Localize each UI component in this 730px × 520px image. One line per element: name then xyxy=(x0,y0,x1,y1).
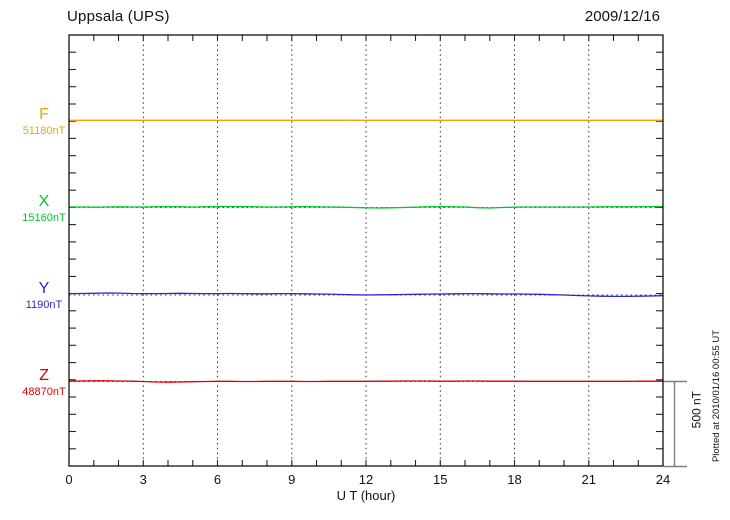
plot-date: 2009/12/16 xyxy=(584,8,660,25)
trace-letter-F: F xyxy=(39,106,49,123)
trace-value-Y: 1190nT xyxy=(25,299,63,311)
trace-value-Z: 48870nT xyxy=(22,386,66,398)
plotted-at-note: Plotted at 2010/01/16 00:55 UT xyxy=(711,330,722,463)
x-tick-label: 15 xyxy=(433,472,448,487)
trace-label-X: X 15160nT xyxy=(5,194,83,225)
x-axis-title: U T (hour) xyxy=(336,488,396,503)
scale-bar-label: 500 nT xyxy=(689,391,703,429)
trace-letter-Z: Z xyxy=(39,367,49,384)
x-tick-label: 9 xyxy=(288,472,296,487)
trace-letter-Y: Y xyxy=(38,280,50,297)
trace-label-F: F 51180nT xyxy=(5,107,83,138)
trace-value-F: 51180nT xyxy=(22,125,66,137)
trace-label-Z: Z 48870nT xyxy=(5,368,83,399)
x-tick-label: 0 xyxy=(65,472,73,487)
trace-letter-X: X xyxy=(38,193,50,210)
x-tick-label: 12 xyxy=(358,472,374,487)
x-tick-label: 6 xyxy=(213,472,222,487)
x-tick-label: 24 xyxy=(655,472,671,487)
station-title: Uppsala (UPS) xyxy=(67,8,170,25)
x-tick-label: 21 xyxy=(581,472,596,487)
trace-value-X: 15160nT xyxy=(22,212,66,224)
trace-label-Y: Y 1190nT xyxy=(5,281,83,312)
x-tick-label: 3 xyxy=(139,472,147,487)
x-tick-label: 18 xyxy=(507,472,522,487)
